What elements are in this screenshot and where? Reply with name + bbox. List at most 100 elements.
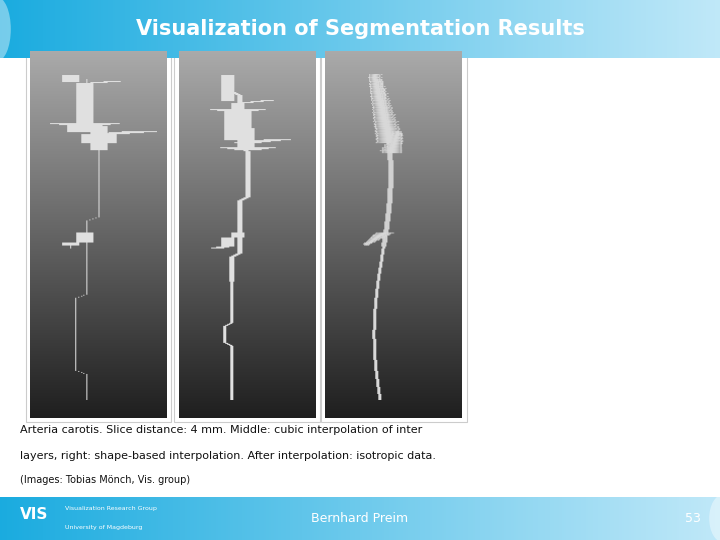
Bar <box>12 0 15 58</box>
Bar <box>621 497 625 540</box>
Bar <box>81 0 85 58</box>
Bar <box>286 0 289 58</box>
Bar <box>677 0 680 58</box>
Bar <box>403 497 406 540</box>
Bar <box>358 0 361 58</box>
Bar <box>218 497 222 540</box>
Bar <box>686 497 690 540</box>
Bar <box>228 0 231 58</box>
Bar <box>211 497 215 540</box>
Bar <box>221 0 224 58</box>
Bar <box>593 497 596 540</box>
Bar <box>214 0 217 58</box>
Bar <box>5 0 8 58</box>
Bar <box>675 0 678 58</box>
Bar <box>343 497 346 540</box>
Bar <box>221 497 224 540</box>
Bar <box>495 497 498 540</box>
Bar <box>312 497 315 540</box>
Bar <box>437 497 440 540</box>
Bar <box>475 497 478 540</box>
Bar <box>689 497 692 540</box>
Bar <box>408 0 411 58</box>
Bar <box>288 497 291 540</box>
Bar <box>305 497 308 540</box>
Bar <box>639 0 642 58</box>
Bar <box>218 0 222 58</box>
Bar <box>310 497 312 540</box>
Bar <box>257 0 260 58</box>
Bar <box>329 497 332 540</box>
Bar <box>446 497 449 540</box>
Bar <box>430 0 433 58</box>
Bar <box>130 0 132 58</box>
Bar <box>696 497 699 540</box>
Bar <box>180 0 183 58</box>
Bar <box>223 0 226 58</box>
Bar <box>374 0 377 58</box>
Bar <box>333 0 337 58</box>
Bar <box>504 497 507 540</box>
Bar <box>5 497 8 540</box>
Ellipse shape <box>0 0 11 61</box>
Bar <box>502 0 505 58</box>
Bar <box>17 497 20 540</box>
Bar <box>197 497 200 540</box>
Bar <box>7 0 10 58</box>
Bar <box>240 0 243 58</box>
Bar <box>516 497 519 540</box>
Bar <box>341 0 344 58</box>
Bar <box>9 0 13 58</box>
Bar <box>461 497 464 540</box>
Bar <box>631 497 634 540</box>
Bar <box>581 0 584 58</box>
Bar <box>564 0 567 58</box>
Bar <box>487 497 490 540</box>
Bar <box>655 0 658 58</box>
Bar <box>223 497 226 540</box>
Bar <box>667 497 670 540</box>
Bar <box>365 497 368 540</box>
Bar <box>684 497 687 540</box>
Bar <box>408 497 411 540</box>
Bar <box>581 497 584 540</box>
Bar <box>115 497 118 540</box>
Bar <box>343 0 346 58</box>
Bar <box>276 0 279 58</box>
Bar <box>713 0 716 58</box>
Bar <box>521 0 524 58</box>
Bar <box>650 497 654 540</box>
Bar <box>559 0 562 58</box>
Bar <box>174 48 320 422</box>
Bar <box>535 497 539 540</box>
Bar <box>576 497 579 540</box>
Bar <box>499 497 503 540</box>
Bar <box>9 497 13 540</box>
Bar <box>677 497 680 540</box>
Bar <box>338 0 341 58</box>
Bar <box>99 0 102 58</box>
Bar <box>315 0 318 58</box>
Bar <box>329 0 332 58</box>
Bar <box>26 48 171 422</box>
Bar <box>125 0 128 58</box>
Bar <box>487 0 490 58</box>
Bar <box>703 497 706 540</box>
Bar <box>161 497 164 540</box>
Bar <box>552 0 555 58</box>
Bar <box>24 497 27 540</box>
Bar <box>549 497 553 540</box>
Bar <box>70 0 73 58</box>
Bar <box>175 497 179 540</box>
Bar <box>243 497 246 540</box>
Bar <box>660 497 663 540</box>
Bar <box>27 0 30 58</box>
Bar <box>619 0 622 58</box>
Bar <box>168 0 171 58</box>
Bar <box>432 497 435 540</box>
Bar <box>276 497 279 540</box>
Bar <box>94 497 96 540</box>
Bar <box>545 497 548 540</box>
Bar <box>387 497 390 540</box>
Bar <box>696 0 699 58</box>
